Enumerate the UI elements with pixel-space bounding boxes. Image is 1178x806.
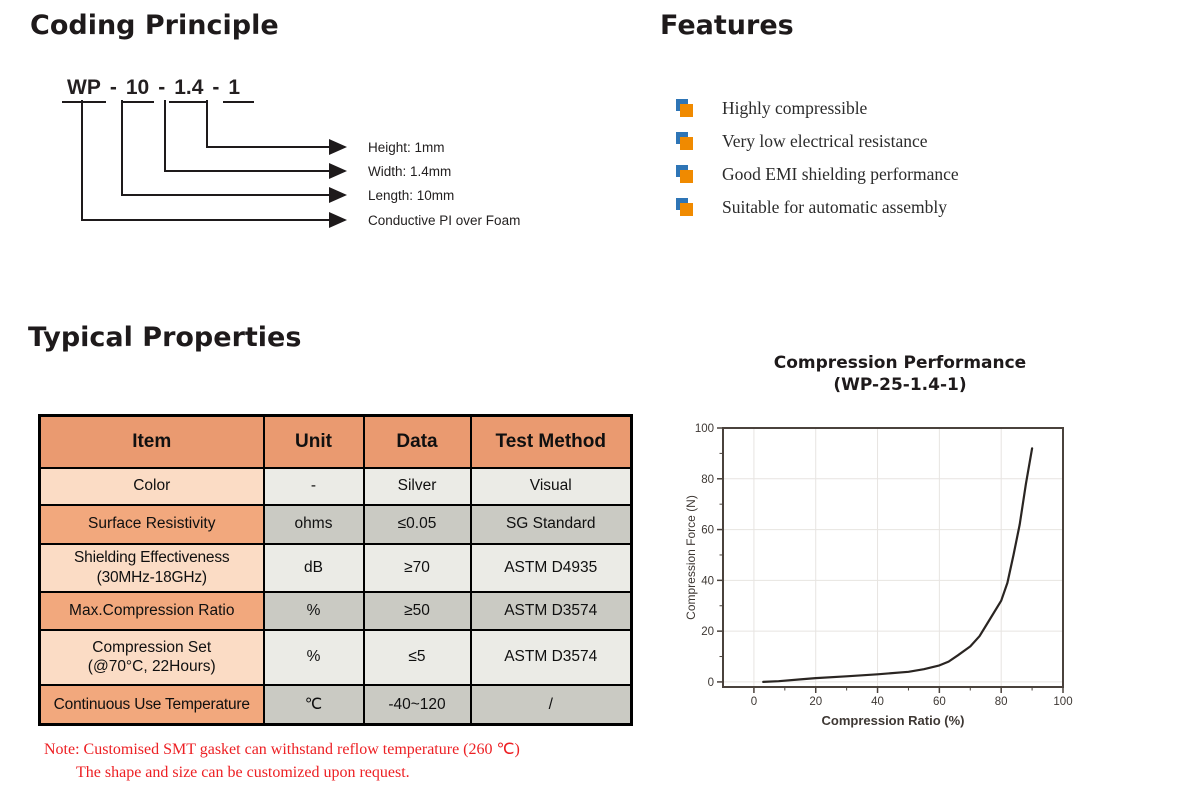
property-method-cell: Visual — [469, 466, 633, 506]
code-separator: - — [158, 76, 166, 99]
compression-curve — [762, 447, 1034, 683]
code-label-length: Length: 10mm — [368, 188, 455, 203]
table-header-cell: Data — [362, 414, 472, 469]
property-name-cell: Shielding Effectiveness (30MHz-18GHz) — [38, 542, 265, 593]
property-name-cell: Compression Set (@70°C, 22Hours) — [38, 628, 265, 686]
table-row: Color - Silver Visual — [38, 466, 633, 506]
y-tick-label: 0 — [708, 677, 714, 689]
feature-text: Good EMI shielding performance — [722, 164, 959, 184]
plot-frame — [722, 427, 1064, 688]
square-bullet-icon — [676, 165, 695, 184]
y-axis-label: Compression Force (N) — [685, 495, 698, 620]
product-code: WP - 10 - 1.4 - 1 — [62, 76, 255, 103]
properties-table-body: Color - Silver Visual Surface Resistivity ohm… — [38, 466, 633, 726]
chart-title-line2: (WP-25-1.4-1) — [833, 375, 967, 395]
code-part-wp: WP — [62, 76, 106, 103]
property-method-cell: ASTM D3574 — [469, 590, 633, 631]
property-data-cell: ≥50 — [362, 590, 472, 631]
property-method-cell: ASTM D3574 — [469, 628, 633, 686]
property-unit-cell: - — [262, 466, 365, 506]
property-method-cell: ASTM D4935 — [469, 542, 633, 593]
note-line-2: The shape and size can be customized upo… — [76, 764, 410, 781]
table-row: Continuous Use Temperature ℃ -40~120/ — [38, 683, 633, 726]
features-title: Features — [660, 10, 794, 41]
feature-item: Very low electrical resistance — [676, 125, 1136, 158]
property-name-cell: Max.Compression Ratio — [38, 590, 265, 631]
table-row: Surface Resistivity ohms ≤0.05 SG Standard — [38, 503, 633, 545]
property-data-cell: ≤0.05 — [362, 503, 472, 545]
feature-item: Good EMI shielding performance — [676, 158, 1136, 191]
feature-item: Suitable for automatic assembly — [676, 191, 1136, 224]
table-header-cell: Test Method — [469, 414, 633, 469]
feature-item: Highly compressible — [676, 92, 1136, 125]
table-row: Shielding Effectiveness (30MHz-18GHz) dB ≥7… — [38, 542, 633, 593]
x-axis-label: Compression Ratio (%) — [821, 713, 964, 728]
code-leader-lines-diagram — [81, 100, 347, 228]
code-part-length: 10 — [120, 76, 155, 103]
code-part-height: 1 — [223, 76, 255, 103]
property-unit-cell: ℃ — [262, 683, 365, 726]
table-row: Max.Compression Ratio% ≥50 ASTM D3574 — [38, 590, 633, 631]
property-unit-cell: % — [262, 628, 365, 686]
x-tick-label: 20 — [809, 696, 822, 708]
property-data-cell: -40~120 — [362, 683, 472, 726]
table-header-cell: Item — [38, 414, 265, 469]
properties-table-head: Item Unit Data Test Method — [38, 414, 633, 469]
property-name-cell: Surface Resistivity — [38, 503, 265, 545]
features-list: Highly compressible Very low electrical r… — [676, 92, 1136, 224]
compression-performance-chart: 0 20 40 60 80 100 0 20 40 60 80 100 Compression Rati… — [685, 423, 1073, 728]
property-name-cell: Color — [38, 466, 265, 506]
table-header-row: Item Unit Data Test Method — [38, 414, 633, 469]
property-method-cell: / — [469, 683, 633, 726]
x-tick-label: 40 — [871, 696, 884, 708]
y-tick-label: 40 — [701, 575, 714, 587]
feature-text: Very low electrical resistance — [722, 131, 928, 151]
square-bullet-icon — [676, 99, 695, 118]
property-data-cell: ≤5 — [362, 628, 472, 686]
typical-properties-title: Typical Properties — [28, 322, 302, 353]
y-tick-label: 60 — [701, 525, 714, 537]
chart-title: Compression Performance (WP-25-1.4-1) — [687, 352, 1113, 396]
square-bullet-icon — [676, 132, 695, 151]
table-note: Note: Customised SMT gasket can withstan… — [44, 738, 520, 784]
feature-text: Highly compressible — [722, 98, 868, 118]
code-separator: - — [109, 76, 117, 99]
note-line-1: Note: Customised SMT gasket can withstan… — [44, 741, 520, 758]
x-tick-label: 80 — [995, 696, 1008, 708]
feature-text: Suitable for automatic assembly — [722, 197, 948, 217]
property-unit-cell: ohms — [262, 503, 365, 545]
y-tick-label: 80 — [701, 474, 714, 486]
property-data-cell: Silver — [362, 466, 472, 506]
property-unit-cell: dB — [262, 542, 365, 593]
y-tick-label: 100 — [695, 423, 714, 435]
x-tick-label: 0 — [751, 696, 757, 708]
code-label-height: Height: 1mm — [368, 140, 445, 155]
chart-title-line1: Compression Performance — [773, 353, 1027, 373]
code-label-material: Conductive PI over Foam — [368, 213, 521, 228]
x-tick-label: 100 — [1053, 696, 1072, 708]
property-name-cell: Continuous Use Temperature — [38, 683, 265, 726]
properties-table: Item Unit Data Test Method Color - Silver Visu… — [38, 414, 633, 726]
x-tick-label: 60 — [933, 696, 946, 708]
code-label-width: Width: 1.4mm — [368, 164, 452, 179]
property-data-cell: ≥70 — [362, 542, 472, 593]
code-part-width: 1.4 — [169, 76, 209, 103]
square-bullet-icon — [676, 198, 695, 217]
code-separator: - — [212, 76, 220, 99]
property-unit-cell: % — [262, 590, 365, 631]
table-header-cell: Unit — [262, 414, 365, 469]
coding-principle-title: Coding Principle — [30, 10, 279, 41]
table-row: Compression Set (@70°C, 22Hours)% ≤5 ASTM D… — [38, 628, 633, 686]
property-method-cell: SG Standard — [469, 503, 633, 545]
y-tick-label: 20 — [701, 626, 714, 638]
